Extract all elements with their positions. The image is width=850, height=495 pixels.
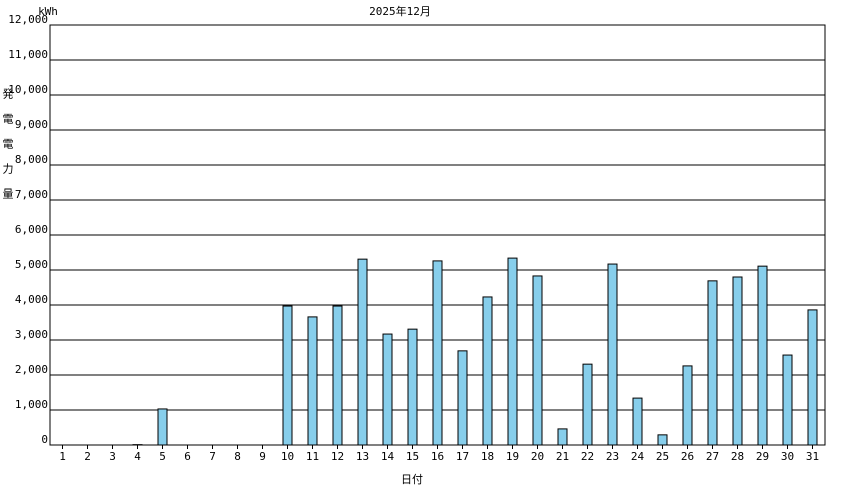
bar (707, 280, 718, 446)
bar (357, 258, 368, 446)
x-tick-label: 3 (109, 450, 116, 463)
x-tick-label: 6 (184, 450, 191, 463)
x-tick-label: 15 (406, 450, 419, 463)
bar (407, 328, 418, 446)
bar (457, 350, 468, 446)
x-tick-label: 1 (59, 450, 66, 463)
x-tick-label: 29 (756, 450, 769, 463)
y-tick-label: 2,000 (15, 363, 48, 376)
y-tick-label: 12,000 (8, 13, 48, 26)
x-tick-label: 28 (731, 450, 744, 463)
x-tick-label: 14 (381, 450, 395, 463)
bar (282, 305, 293, 446)
bar (157, 408, 168, 446)
x-tick-label: 13 (356, 450, 369, 463)
x-tick-label: 18 (481, 450, 494, 463)
y-tick-label: 9,000 (15, 118, 48, 131)
y-axis-title: 発電電力量 (1, 87, 14, 213)
bar (482, 296, 493, 446)
y-tick-label: 0 (41, 433, 48, 446)
y-tick-label: 1,000 (15, 398, 48, 411)
x-tick-label: 20 (531, 450, 544, 463)
x-tick-label: 19 (506, 450, 519, 463)
bar (307, 316, 318, 446)
x-tick-label: 16 (431, 450, 444, 463)
x-tick-label: 26 (681, 450, 694, 463)
x-tick-label: 22 (581, 450, 594, 463)
bar (382, 333, 393, 446)
bar (632, 397, 643, 446)
x-tick-label: 2 (84, 450, 91, 463)
x-tick-label: 31 (806, 450, 819, 463)
x-tick-label: 23 (606, 450, 619, 463)
x-tick-label: 30 (781, 450, 794, 463)
x-tick-label: 24 (631, 450, 645, 463)
x-tick-label: 5 (159, 450, 166, 463)
bar (782, 354, 793, 446)
y-tick-label: 11,000 (8, 48, 48, 61)
y-tick-label: 7,000 (15, 188, 48, 201)
bar (757, 265, 768, 446)
bar (682, 365, 693, 446)
bar (507, 257, 518, 446)
x-tick-label: 9 (259, 450, 266, 463)
x-tick-label: 4 (134, 450, 141, 463)
y-tick-label: 6,000 (15, 223, 48, 236)
unit-label: kWh (38, 5, 58, 18)
x-tick-label: 12 (331, 450, 344, 463)
x-tick-label: 10 (281, 450, 294, 463)
y-tick-label: 3,000 (15, 328, 48, 341)
y-tick-label: 10,000 (8, 83, 48, 96)
y-tick-label: 4,000 (15, 293, 48, 306)
bar (332, 305, 343, 446)
x-tick-label: 8 (234, 450, 241, 463)
y-tick-label: 8,000 (15, 153, 48, 166)
bar (807, 309, 818, 446)
bar (582, 363, 593, 446)
x-tick-label: 21 (556, 450, 569, 463)
bar (432, 260, 443, 446)
x-tick-label: 17 (456, 450, 469, 463)
bar (532, 275, 543, 446)
bar (657, 434, 668, 446)
x-tick-label: 27 (706, 450, 719, 463)
y-tick-label: 5,000 (15, 258, 48, 271)
bar (607, 263, 618, 446)
x-tick-label: 11 (306, 450, 319, 463)
x-axis-title: 日付 (401, 473, 423, 486)
x-tick-label: 7 (209, 450, 216, 463)
bar (732, 276, 743, 446)
bar (557, 428, 568, 446)
x-tick-label: 25 (656, 450, 669, 463)
chart-title: 2025年12月 (369, 4, 431, 18)
